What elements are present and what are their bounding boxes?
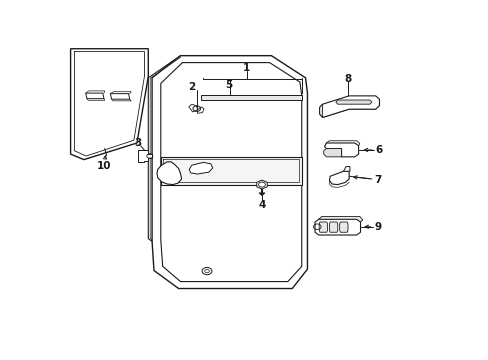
Polygon shape (256, 180, 266, 189)
Polygon shape (189, 162, 212, 174)
Text: 9: 9 (373, 222, 380, 232)
Polygon shape (85, 93, 104, 99)
Polygon shape (319, 96, 379, 117)
Polygon shape (201, 95, 301, 100)
Polygon shape (319, 104, 322, 117)
Polygon shape (188, 104, 197, 112)
Polygon shape (329, 222, 337, 232)
Polygon shape (138, 150, 152, 162)
Polygon shape (335, 100, 371, 104)
Polygon shape (329, 171, 348, 185)
Polygon shape (70, 49, 148, 159)
Text: 4: 4 (258, 199, 265, 210)
Polygon shape (314, 219, 360, 235)
Text: 2: 2 (188, 82, 195, 92)
Polygon shape (197, 107, 203, 113)
Text: 7: 7 (373, 175, 381, 185)
Text: 6: 6 (375, 145, 382, 155)
Polygon shape (343, 167, 349, 171)
Text: 8: 8 (344, 74, 351, 84)
Text: 3: 3 (134, 138, 142, 148)
Text: 5: 5 (225, 80, 232, 90)
Polygon shape (110, 94, 129, 99)
Polygon shape (318, 216, 362, 222)
Polygon shape (259, 193, 264, 195)
Polygon shape (319, 222, 327, 232)
Polygon shape (152, 56, 307, 288)
Polygon shape (339, 222, 347, 232)
Polygon shape (324, 143, 358, 157)
Text: 1: 1 (243, 63, 250, 73)
Polygon shape (323, 149, 341, 157)
Polygon shape (161, 157, 301, 185)
Text: 10: 10 (96, 161, 111, 171)
Polygon shape (157, 162, 181, 185)
